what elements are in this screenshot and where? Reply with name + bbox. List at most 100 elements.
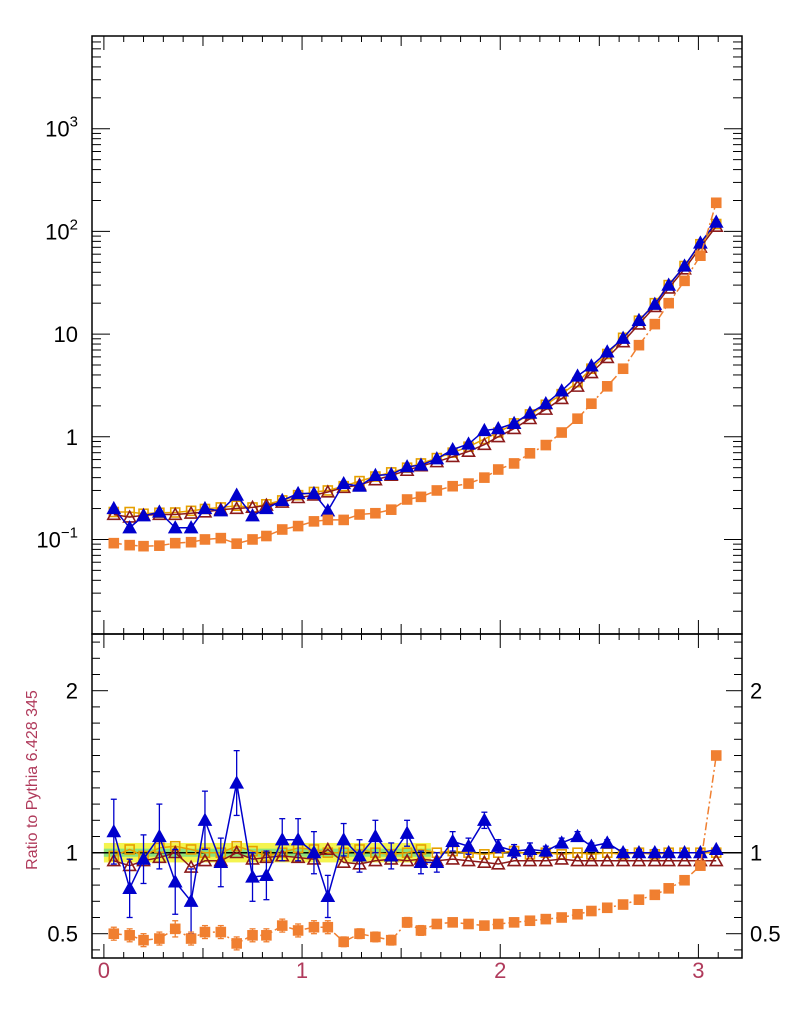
ratio-point-series-1 (677, 853, 692, 867)
ratio-point-series-3 (124, 930, 135, 941)
ratio-y-tick-label-right: 0.5 (750, 922, 781, 947)
top-point-series-2 (584, 358, 599, 372)
top-y-tick-label: 10 (54, 322, 78, 347)
top-point-series-3 (649, 318, 661, 330)
ratio-y-tick-label-right: 1 (750, 841, 762, 866)
ratio-point-series-2 (383, 848, 399, 862)
ratio-point-series-2 (167, 874, 183, 888)
top-point-series-2 (677, 258, 692, 272)
ratio-point-series-2 (429, 854, 445, 869)
ratio-point-series-2 (599, 835, 615, 849)
ratio-point-series-2 (368, 828, 383, 843)
ratio-point-series-1 (615, 853, 631, 867)
ratio-point-series-2 (413, 854, 429, 869)
ratio-point-series-2 (183, 893, 199, 907)
top-point-series-3 (338, 514, 349, 526)
top-point-series-3 (556, 427, 567, 438)
ratio-point-series-1 (631, 853, 647, 867)
top-point-series-2 (197, 500, 213, 515)
ratio-point-series-1 (708, 853, 724, 867)
ratio-point-series-1 (477, 854, 492, 869)
top-point-series-3 (540, 439, 552, 451)
ratio-series-line-3 (113, 755, 717, 945)
ratio-point-series-3 (601, 902, 613, 914)
ratio-point-series-1 (445, 851, 461, 865)
top-point-series-2 (399, 459, 415, 473)
top-point-series-3 (138, 540, 149, 552)
ratio-y-tick-label-left: 1 (66, 841, 78, 866)
ratio-point-series-2 (445, 833, 461, 847)
top-point-series-1 (570, 378, 585, 392)
top-point-series-3 (601, 381, 613, 392)
ratio-point-series-2 (490, 838, 506, 852)
top-point-series-1 (477, 436, 492, 451)
ratio-point-series-1 (506, 853, 522, 867)
top-point-series-2 (368, 467, 383, 482)
ratio-point-series-3 (415, 925, 427, 936)
ratio-point-series-2 (647, 845, 663, 859)
top-point-series-3 (710, 197, 722, 209)
x-tick-label: 3 (692, 958, 704, 983)
ratio-point-series-3 (231, 938, 242, 949)
ratio-point-series-2 (352, 848, 367, 862)
top-point-series-2 (259, 500, 274, 515)
ratio-y-axis-label: Ratio to Pythia 6.428 345 (24, 690, 41, 870)
ratio-point-series-2 (320, 888, 336, 903)
ratio-point-series-1 (197, 853, 213, 867)
top-point-series-2 (490, 420, 506, 435)
top-point-series-3 (322, 514, 334, 526)
top-point-series-2 (122, 520, 138, 534)
top-point-series-3 (572, 413, 583, 424)
ratio-point-series-1 (599, 853, 615, 867)
ratio-point-series-2 (708, 841, 724, 856)
top-point-series-1 (554, 391, 570, 405)
top-point-series-2 (599, 344, 615, 358)
ratio-point-series-2 (399, 825, 415, 839)
top-point-series-1 (183, 505, 199, 519)
ratio-point-series-2 (152, 828, 167, 843)
ratio-point-series-2 (122, 880, 138, 894)
top-series-line-1 (113, 225, 717, 518)
top-point-series-2 (429, 451, 445, 465)
top-point-series-3 (679, 275, 690, 287)
top-point-series-3 (370, 507, 381, 519)
ratio-point-series-3 (556, 912, 567, 923)
top-point-series-3 (169, 537, 181, 549)
ratio-point-series-2 (693, 845, 708, 859)
top-point-series-3 (447, 480, 458, 492)
top-point-series-2 (445, 441, 461, 456)
ratio-series-line-0 (113, 845, 717, 857)
ratio-point-series-2 (522, 841, 538, 856)
ratio-point-series-3 (431, 918, 443, 930)
top-point-series-1 (167, 506, 183, 521)
ratio-point-series-1 (399, 853, 415, 867)
top-point-series-1 (584, 365, 599, 379)
top-point-series-2 (570, 368, 585, 382)
ratio-point-series-3 (524, 915, 536, 927)
top-point-series-2 (290, 485, 306, 500)
top-point-series-3 (199, 534, 211, 545)
top-point-series-2 (522, 405, 538, 419)
top-point-series-3 (415, 491, 427, 503)
top-point-series-3 (401, 494, 413, 505)
top-point-series-3 (124, 539, 135, 551)
ratio-point-series-2 (661, 845, 677, 859)
top-point-series-3 (354, 509, 365, 520)
ratio-point-series-3 (540, 913, 552, 925)
ratio-frame (91, 633, 743, 959)
ratio-series-line-1 (113, 848, 717, 869)
ratio-series-line-2 (113, 782, 717, 904)
ratio-point-series-2 (506, 843, 522, 857)
ratio-point-series-2 (554, 835, 570, 849)
top-y-tick-label: 102 (45, 216, 78, 244)
top-point-series-1 (461, 443, 476, 458)
top-point-series-1 (229, 500, 245, 515)
top-point-series-2 (136, 508, 151, 522)
ratio-point-series-0 (479, 849, 490, 860)
x-tick-label: 2 (494, 958, 506, 983)
top-y-tick-label: 103 (45, 114, 78, 142)
ratio-point-series-0 (401, 847, 413, 859)
top-point-series-3 (154, 540, 165, 551)
ratio-point-series-1 (554, 851, 570, 865)
